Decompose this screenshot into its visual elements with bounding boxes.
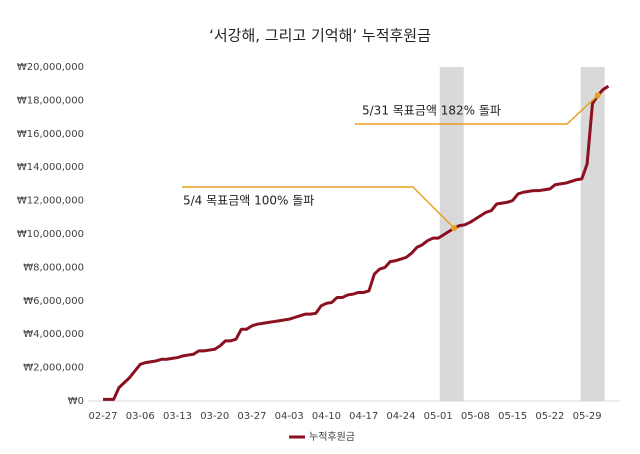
x-tick-label: 03-06 xyxy=(126,411,155,422)
highlight-band xyxy=(439,67,464,401)
y-tick-label: ₩14,000,000 xyxy=(17,162,84,173)
annotation-dot xyxy=(451,225,458,232)
annotation-line xyxy=(355,94,599,125)
legend-label: 누적후원금 xyxy=(309,431,355,443)
y-tick-label: ₩20,000,000 xyxy=(17,62,84,73)
annotation-text: 5/4 목표금액 100% 돌파 xyxy=(183,194,314,208)
x-tick-label: 04-03 xyxy=(275,411,304,422)
x-tick-label: 05-15 xyxy=(498,411,527,422)
y-tick-label: ₩2,000,000 xyxy=(23,363,84,374)
y-tick-label: ₩10,000,000 xyxy=(17,229,84,240)
y-tick-label: ₩8,000,000 xyxy=(23,262,84,273)
highlight-band xyxy=(580,67,605,401)
y-tick-label: ₩6,000,000 xyxy=(23,296,84,307)
x-tick-label: 05-22 xyxy=(535,411,564,422)
y-tick-label: ₩16,000,000 xyxy=(17,129,84,140)
y-tick-label: ₩18,000,000 xyxy=(17,95,84,106)
y-tick-label: ₩4,000,000 xyxy=(23,329,84,340)
x-tick-label: 05-29 xyxy=(573,411,602,422)
x-tick-label: 05-01 xyxy=(424,411,453,422)
x-tick-label: 03-27 xyxy=(237,411,266,422)
y-tick-label: ₩0 xyxy=(68,396,84,407)
annotation-line xyxy=(182,186,455,229)
data-line xyxy=(103,84,610,401)
annotation-dot xyxy=(594,92,601,99)
x-tick-label: 03-13 xyxy=(163,411,192,422)
x-tick-label: 04-24 xyxy=(386,411,415,422)
chart-title: ‘서강해, 그리고 기억해’ 누적후원금 xyxy=(209,27,431,45)
y-tick-label: ₩12,000,000 xyxy=(17,196,84,207)
annotation-text: 5/31 목표금액 182% 돌파 xyxy=(362,104,501,118)
x-tick-label: 05-08 xyxy=(461,411,490,422)
x-tick-label: 03-20 xyxy=(200,411,229,422)
x-tick-label: 04-17 xyxy=(349,411,378,422)
x-tick-label: 02-27 xyxy=(88,411,117,422)
x-tick-label: 04-10 xyxy=(312,411,341,422)
